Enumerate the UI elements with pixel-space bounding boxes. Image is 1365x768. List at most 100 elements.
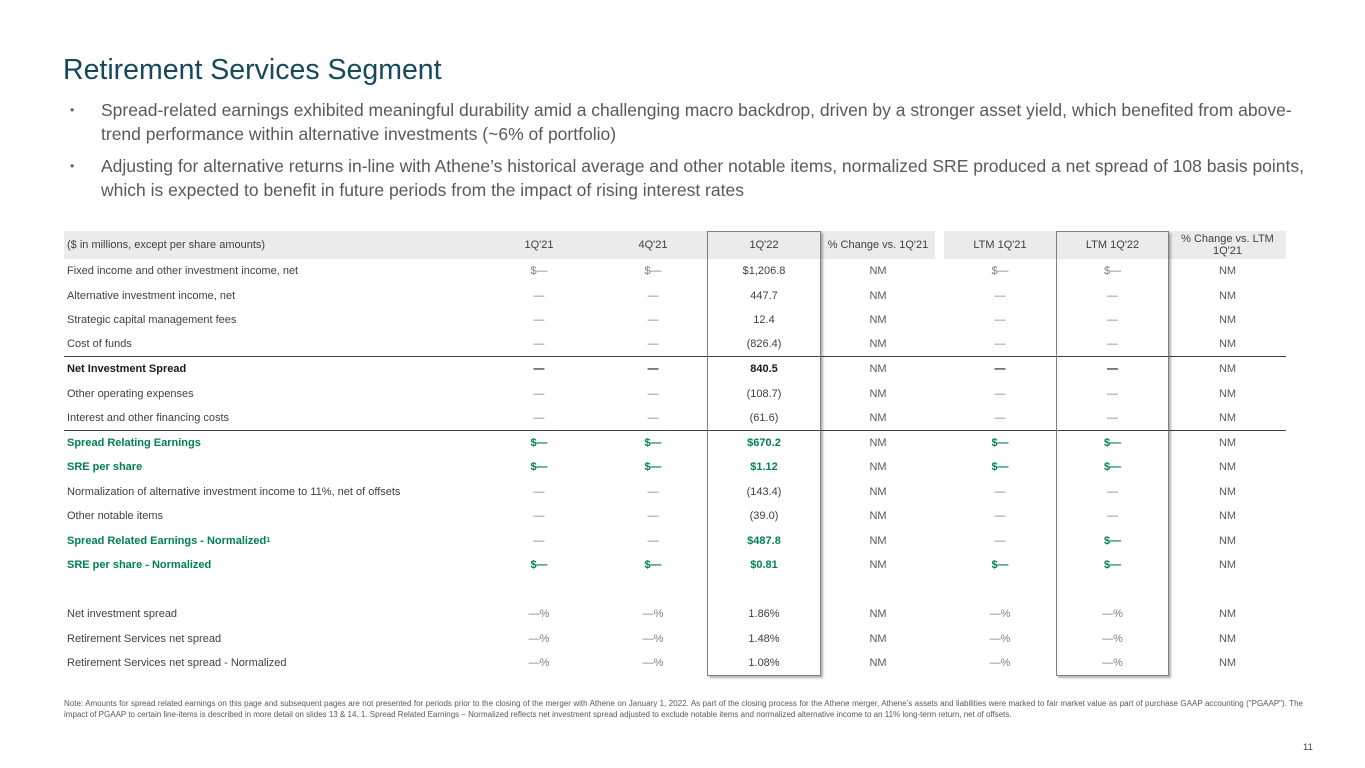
table-cell: $670.2 (747, 436, 781, 449)
table-cell: $— (991, 265, 1009, 278)
column-gap (935, 259, 944, 284)
table-cell: NM (1218, 289, 1237, 302)
column-gap (935, 308, 944, 333)
table-cell: — (1107, 411, 1118, 424)
table-cell: —% (528, 632, 550, 645)
table-cell: NM (869, 559, 887, 572)
column-header-4q21: 4Q'21 (599, 231, 707, 259)
table-cell: —% (528, 657, 550, 670)
table-row: Interest and other financing costs — — (61.… (64, 406, 1286, 431)
table-cell: NM (869, 657, 887, 670)
table-cell: $— (1103, 265, 1122, 278)
table-header-row: ($ in millions, except per share amounts… (64, 231, 1286, 259)
row-label: Interest and other financing costs (67, 411, 230, 424)
table-cell: — (647, 363, 659, 376)
table-cell: — (533, 387, 545, 400)
bullet-item: • Adjusting for alternative returns in-l… (64, 155, 1306, 202)
column-gap (935, 480, 944, 505)
table-cell: NM (869, 534, 887, 547)
table-cell: NM (1218, 411, 1237, 424)
table-cell: — (533, 363, 545, 376)
table-cell: — (533, 510, 545, 523)
table-row: Retirement Services net spread - Normali… (64, 651, 1286, 676)
table-cell: — (1107, 314, 1118, 327)
column-gap (935, 333, 944, 357)
header-gap (935, 231, 944, 259)
table-row: Spread Relating Earnings $— $— $670.2 NM $— $—… (64, 431, 1286, 456)
bullet-text: Adjusting for alternative returns in-lin… (101, 156, 1305, 200)
column-gap (935, 382, 944, 407)
table-cell: (108.7) (746, 387, 782, 400)
bullet-text: Spread-related earnings exhibited meanin… (101, 100, 1292, 144)
column-gap (935, 651, 944, 676)
table-cell: (39.0) (749, 510, 779, 523)
table-cell: — (533, 314, 545, 327)
page-title: Retirement Services Segment (63, 54, 442, 86)
table-cell: NM (869, 608, 887, 621)
table-row: Cost of funds — — (826.4) NM — — NM (64, 333, 1286, 357)
table-cell: $— (644, 265, 662, 278)
table-cell: NM (869, 363, 887, 376)
table-cell: NM (1218, 265, 1237, 278)
table-cell: — (647, 411, 659, 424)
table-cell: NM (1218, 510, 1237, 523)
table-row: Spread Related Earnings - Normalized 1 — — $… (64, 529, 1286, 554)
column-header-pct-change-ltm-1q21: % Change vs. LTM 1Q'21 (1169, 231, 1286, 259)
row-label: SRE per share - Normalized (67, 559, 212, 572)
table-cell: NM (869, 510, 887, 523)
table-cell: — (994, 338, 1006, 351)
row-label: Strategic capital management fees (67, 314, 237, 327)
table-body: Fixed income and other investment income… (64, 259, 1286, 676)
table-row: Other notable items — — (39.0) NM — — NM (64, 504, 1286, 529)
table-cell: NM (1218, 436, 1237, 449)
table-cell: —% (528, 608, 550, 621)
table-cell: —% (989, 632, 1011, 645)
table-cell: NM (1218, 461, 1237, 474)
row-label: Spread Relating Earnings (67, 436, 201, 449)
table-cell: $487.8 (747, 534, 781, 547)
table-cell: NM (1218, 559, 1237, 572)
table-row: Fixed income and other investment income… (64, 259, 1286, 284)
table-cell: —% (989, 608, 1011, 621)
table-cell: (143.4) (746, 485, 782, 498)
table-cell: — (647, 485, 659, 498)
table-cell: NM (1218, 608, 1237, 621)
table-cell: — (1107, 387, 1118, 400)
bullet-icon: • (70, 103, 75, 117)
table-cell: — (1107, 289, 1118, 302)
table-cell: NM (1218, 338, 1237, 351)
table-cell: 1.48% (748, 632, 780, 645)
table-corner-label: ($ in millions, except per share amounts… (64, 231, 479, 259)
table-cell: 840.5 (750, 363, 778, 376)
table-row: Normalization of alternative investment … (64, 480, 1286, 505)
table-row: SRE per share $— $— $1.12 NM $— $— NM (64, 455, 1286, 480)
table-cell: —% (642, 632, 664, 645)
table-cell: NM (1218, 363, 1237, 376)
table-cell: NM (1218, 485, 1237, 498)
table-cell: (826.4) (746, 338, 782, 351)
table-cell: 1.86% (748, 608, 780, 621)
row-label: Normalization of alternative investment … (67, 485, 401, 498)
table-cell: —% (642, 608, 664, 621)
column-header-1q21: 1Q'21 (479, 231, 599, 259)
row-label: Other operating expenses (67, 387, 194, 400)
footnote: Note: Amounts for spread related earning… (64, 699, 1303, 719)
table-cell: NM (1218, 314, 1237, 327)
table-cell: NM (869, 265, 887, 278)
table-cell: NM (1218, 632, 1237, 645)
table-cell: $— (644, 461, 662, 474)
table-cell: NM (869, 485, 887, 498)
column-gap (935, 504, 944, 529)
row-label: Net Investment Spread (67, 363, 187, 376)
table-cell: NM (869, 632, 887, 645)
financial-table: ($ in millions, except per share amounts… (64, 231, 1286, 676)
table-cell: — (994, 314, 1006, 327)
table-cell: $1.12 (750, 461, 778, 474)
table-cell: $— (1103, 461, 1122, 474)
column-gap (935, 357, 944, 382)
table-cell: — (533, 411, 545, 424)
table-cell: NM (869, 461, 887, 474)
column-header-ltm-1q21: LTM 1Q'21 (944, 231, 1056, 259)
row-label: Retirement Services net spread (67, 632, 222, 645)
